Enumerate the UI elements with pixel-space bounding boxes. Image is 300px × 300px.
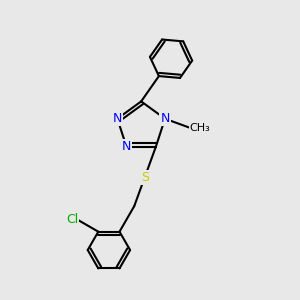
Text: N: N <box>160 112 170 125</box>
Text: N: N <box>113 112 122 125</box>
Text: S: S <box>141 171 149 184</box>
Text: Cl: Cl <box>66 213 78 226</box>
Text: CH₃: CH₃ <box>190 123 211 133</box>
Text: N: N <box>122 140 131 153</box>
